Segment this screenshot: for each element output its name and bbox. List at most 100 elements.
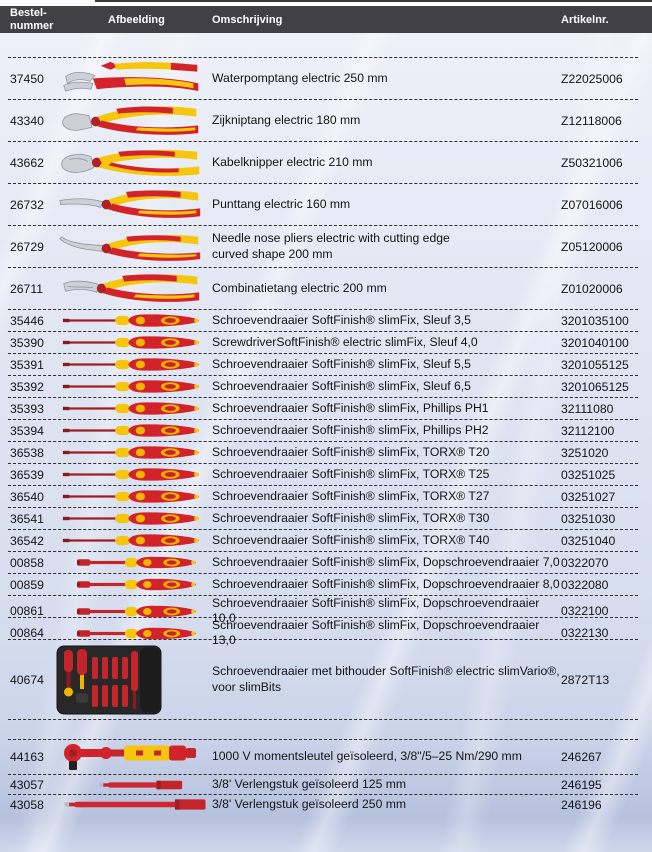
product-description: Schroevendraaier SoftFinish® slimFix, TO… bbox=[212, 466, 490, 481]
product-description: Schroevendraaier SoftFinish® slimFix, Do… bbox=[212, 618, 540, 648]
article-number: Z05120006 bbox=[561, 239, 623, 254]
order-number: 36540 bbox=[10, 489, 44, 504]
product-description: Waterpomptang electric 250 mm bbox=[212, 70, 388, 85]
table-row: 26711 Combinatietang electric 200 mm Z01… bbox=[8, 267, 638, 309]
table-row: 35391 Schroevendraaier SoftFinish® slimF… bbox=[8, 353, 638, 375]
column-header-omschrijving: Omschrijving bbox=[212, 13, 283, 26]
order-number: 36539 bbox=[10, 467, 44, 482]
cable-cutter-image bbox=[60, 143, 212, 182]
order-number: 00864 bbox=[10, 626, 44, 641]
product-description: Zijkniptang electric 180 mm bbox=[212, 112, 361, 127]
torx-screwdriver-image bbox=[60, 510, 212, 527]
product-description: Schroevendraaier SoftFinish® slimFix, Ph… bbox=[212, 400, 489, 415]
article-number: 03251025 bbox=[561, 467, 616, 482]
article-number: Z01020006 bbox=[561, 281, 623, 296]
nut-driver-image bbox=[60, 555, 212, 570]
product-description: Schroevendraaier met bithouder SoftFinis… bbox=[212, 664, 560, 694]
column-header-afbeelding: Afbeelding bbox=[108, 13, 165, 26]
table-row: 37450 Waterpomptang electric 250 mm Z220… bbox=[8, 57, 638, 99]
table-row: 36539 Schroevendraaier SoftFinish® slimF… bbox=[8, 463, 638, 485]
product-description: ScrewdriverSoftFinish® electric slimFix,… bbox=[212, 334, 478, 349]
article-number: 3251020 bbox=[561, 445, 609, 460]
table-row: 35393 Schroevendraaier SoftFinish® slimF… bbox=[8, 397, 638, 419]
order-number: 43340 bbox=[10, 113, 44, 128]
product-description: 3/8' Verlengstuk geïsoleerd 250 mm bbox=[212, 796, 407, 811]
order-number: 35394 bbox=[10, 423, 44, 438]
table-row: 36540 Schroevendraaier SoftFinish® slimF… bbox=[8, 485, 638, 507]
table-row: 00861 Schroevendraaier SoftFinish® slimF… bbox=[8, 595, 638, 625]
table-row: 40674 Schroevendraaier met bithouder Sof… bbox=[8, 639, 638, 719]
product-description: Schroevendraaier SoftFinish® slimFix, Do… bbox=[212, 596, 540, 626]
table-row: 36538 Schroevendraaier SoftFinish® slimF… bbox=[8, 441, 638, 463]
product-description: Schroevendraaier SoftFinish® slimFix, TO… bbox=[212, 532, 490, 547]
article-number: Z22025006 bbox=[561, 71, 623, 86]
page-edge-line bbox=[95, 0, 652, 2]
table-row: 35390 ScrewdriverSoftFinish® electric sl… bbox=[8, 331, 638, 353]
order-number: 00861 bbox=[10, 604, 44, 619]
order-number: 44163 bbox=[10, 750, 44, 764]
torx-screwdriver-image bbox=[60, 532, 212, 549]
article-number: 03251027 bbox=[561, 489, 616, 504]
article-number: 3201065125 bbox=[561, 379, 629, 394]
article-number: 0322080 bbox=[561, 577, 609, 592]
product-description: Schroevendraaier SoftFinish® slimFix, TO… bbox=[212, 444, 490, 459]
table-row: 44163 1000 V momentsleutel geïsoleerd, 3… bbox=[8, 739, 638, 774]
table-row: 35392 Schroevendraaier SoftFinish® slimF… bbox=[8, 375, 638, 397]
article-number: 246196 bbox=[561, 797, 602, 812]
order-number: 36538 bbox=[10, 445, 44, 460]
order-number: 35392 bbox=[10, 379, 44, 394]
article-number: Z07016006 bbox=[561, 197, 623, 212]
table-row: 43058 3/8' Verlengstuk geïsoleerd 250 mm… bbox=[8, 794, 638, 814]
article-number: 3201040100 bbox=[561, 335, 629, 350]
table-row: 00858 Schroevendraaier SoftFinish® slimF… bbox=[8, 551, 638, 573]
extension-bar-125-image bbox=[60, 779, 212, 791]
column-header-bestelnummer: Bestel- nummer bbox=[10, 6, 54, 32]
order-number: 36541 bbox=[10, 511, 44, 526]
table-row: 35446 Schroevendraaier SoftFinish® slimF… bbox=[8, 309, 638, 331]
slotted-screwdriver-image bbox=[60, 378, 212, 395]
article-number: 03251040 bbox=[561, 533, 616, 548]
table-row: 43340 Zijkniptang electric 180 mm Z12118… bbox=[8, 99, 638, 141]
table-row: 36542 Schroevendraaier SoftFinish® slimF… bbox=[8, 529, 638, 551]
long-nose-pliers-image bbox=[60, 185, 212, 224]
product-description: Schroevendraaier SoftFinish® slimFix, Ph… bbox=[212, 422, 489, 437]
product-description: Combinatietang electric 200 mm bbox=[212, 280, 387, 295]
order-number: 00859 bbox=[10, 577, 44, 592]
table-row: 43662 Kabelknipper electric 210 mm Z5032… bbox=[8, 141, 638, 183]
table-row: 00859 Schroevendraaier SoftFinish® slimF… bbox=[8, 573, 638, 595]
order-number: 26729 bbox=[10, 239, 44, 254]
waterpump-pliers-image bbox=[60, 59, 212, 98]
nut-driver-image bbox=[60, 604, 212, 619]
combination-pliers-image bbox=[60, 269, 212, 308]
order-number: 00858 bbox=[10, 555, 44, 570]
order-number: 36542 bbox=[10, 533, 44, 548]
table-row: 26729 Needle nose pliers electric with c… bbox=[8, 225, 638, 267]
column-header-artikelnr: Artikelnr. bbox=[561, 13, 609, 26]
slotted-screwdriver-image bbox=[60, 312, 212, 329]
product-description: Punttang electric 160 mm bbox=[212, 196, 351, 211]
order-number: 35446 bbox=[10, 313, 44, 328]
phillips-screwdriver-image bbox=[60, 400, 212, 417]
product-description: Schroevendraaier SoftFinish® slimFix, TO… bbox=[212, 510, 490, 525]
table-row: 36541 Schroevendraaier SoftFinish® slimF… bbox=[8, 507, 638, 529]
article-number: 2872T13 bbox=[561, 672, 610, 687]
torque-wrench-image bbox=[60, 742, 212, 773]
table-row: 43057 3/8' Verlengstuk geïsoleerd 125 mm… bbox=[8, 774, 638, 794]
torx-screwdriver-image bbox=[60, 488, 212, 505]
product-description: Schroevendraaier SoftFinish® slimFix, Do… bbox=[212, 576, 560, 591]
article-number: 0322100 bbox=[561, 604, 609, 619]
extension-bar-250-image bbox=[60, 798, 212, 811]
table-header: Bestel- nummer Afbeelding Omschrijving A… bbox=[0, 6, 652, 33]
product-description: Schroevendraaier SoftFinish® slimFix, Do… bbox=[212, 554, 560, 569]
catalog-table-body: 37450 Waterpomptang electric 250 mm Z220… bbox=[8, 57, 638, 814]
article-number: Z12118006 bbox=[561, 113, 622, 128]
product-description: Needle nose pliers electric with cutting… bbox=[212, 231, 450, 261]
curved-needle-nose-pliers-image bbox=[60, 227, 212, 266]
diagonal-cutter-image bbox=[60, 101, 212, 140]
order-number: 43662 bbox=[10, 155, 44, 170]
product-description: 3/8' Verlengstuk geïsoleerd 125 mm bbox=[212, 776, 407, 791]
article-number: 32112100 bbox=[561, 423, 615, 438]
article-number: 0322070 bbox=[561, 555, 609, 570]
table-row: 35394 Schroevendraaier SoftFinish® slimF… bbox=[8, 419, 638, 441]
nut-driver-image bbox=[60, 626, 212, 641]
